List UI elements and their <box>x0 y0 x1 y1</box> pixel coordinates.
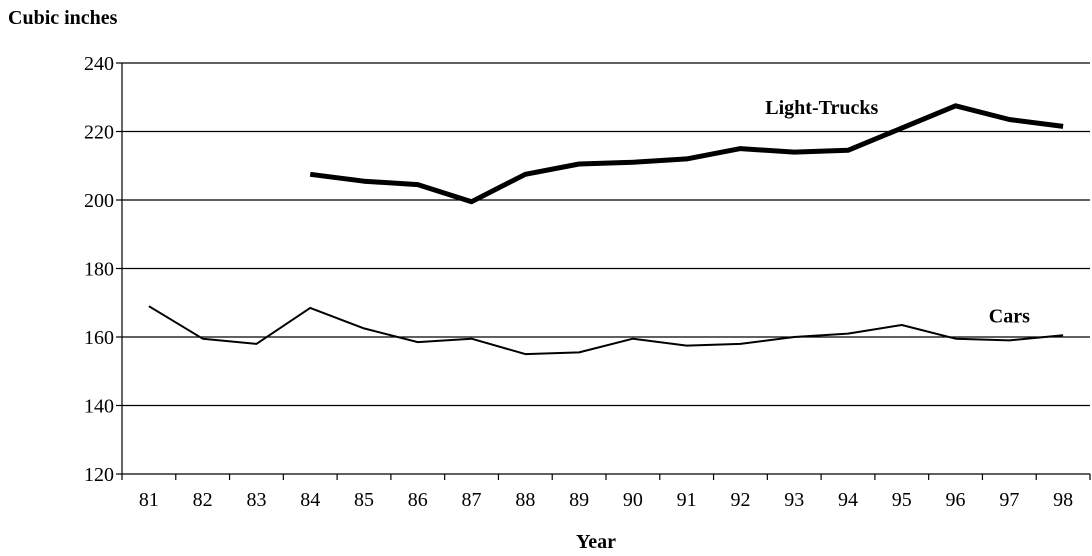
x-tick-label-95: 95 <box>892 489 912 511</box>
x-tick-label-89: 89 <box>569 489 589 511</box>
x-tick-label-94: 94 <box>838 489 858 511</box>
x-tick-label-85: 85 <box>354 489 374 511</box>
x-tick-label-97: 97 <box>999 489 1019 511</box>
x-tick-label-93: 93 <box>784 489 804 511</box>
y-tick-label-240: 240 <box>84 53 114 75</box>
x-tick-label-81: 81 <box>139 489 159 511</box>
x-tick-label-96: 96 <box>946 489 966 511</box>
y-tick-label-120: 120 <box>84 464 114 486</box>
series-label-light-trucks: Light-Trucks <box>765 97 878 119</box>
y-tick-label-140: 140 <box>84 396 114 418</box>
y-tick-label-220: 220 <box>84 122 114 144</box>
x-tick-label-98: 98 <box>1053 489 1073 511</box>
series-line-light-trucks <box>309 103 1064 205</box>
y-tick-label-180: 180 <box>84 259 114 281</box>
x-tick-label-84: 84 <box>300 489 320 511</box>
y-tick-labels: 120 140 160 180 200 220 240 <box>84 53 114 486</box>
series-lines: Light-Trucks Cars <box>148 97 1064 356</box>
x-axis-title: Year <box>576 531 616 553</box>
series-label-cars: Cars <box>989 305 1030 327</box>
x-tick-label-86: 86 <box>408 489 428 511</box>
x-tick-label-88: 88 <box>515 489 535 511</box>
x-tick-label-92: 92 <box>730 489 750 511</box>
y-tick-label-200: 200 <box>84 190 114 212</box>
x-tick-label-83: 83 <box>246 489 266 511</box>
x-tick-label-90: 90 <box>623 489 643 511</box>
y-tick-label-160: 160 <box>84 327 114 349</box>
axes <box>116 62 1091 480</box>
x-tick-label-82: 82 <box>193 489 213 511</box>
x-tick-labels: 81 82 83 84 85 86 87 88 89 90 91 92 93 94 95 96 97 98 <box>139 489 1073 511</box>
series-line-cars <box>148 305 1064 356</box>
x-tick-label-87: 87 <box>462 489 482 511</box>
x-tick-label-91: 91 <box>677 489 697 511</box>
y-axis-title: Cubic inches <box>8 7 118 29</box>
grid-lines <box>122 62 1090 407</box>
